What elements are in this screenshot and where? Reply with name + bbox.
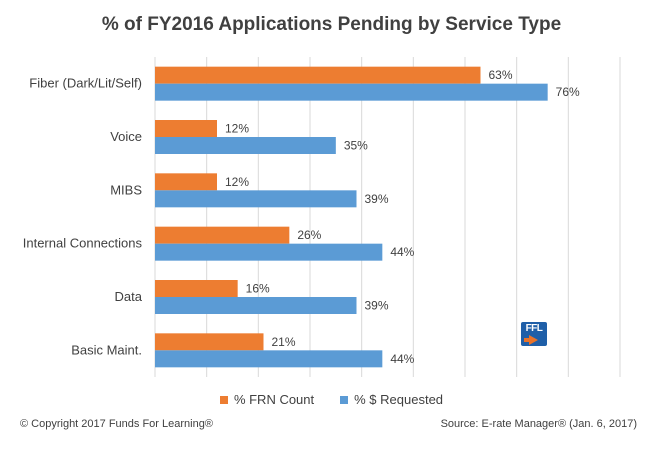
category-label: Fiber (Dark/Lit/Self) (29, 76, 142, 91)
ffl-logo-icon: FFL (521, 322, 547, 346)
data-label: 21% (272, 335, 296, 349)
category-label: Internal Connections (23, 236, 143, 251)
bar-frn-count (155, 173, 217, 191)
data-label: 12% (225, 175, 249, 189)
source-text: Source: E-rate Manager® (Jan. 6, 2017) (440, 418, 637, 430)
data-label: 16% (246, 282, 270, 296)
copyright-text: © Copyright 2017 Funds For Learning® (20, 418, 213, 430)
bar-requested (155, 83, 548, 101)
bar-frn-count (155, 226, 290, 244)
bar-requested (155, 137, 336, 154)
bar-frn-count (155, 66, 481, 84)
data-label: 39% (365, 192, 389, 206)
bar-requested (155, 243, 383, 261)
data-label: 35% (344, 139, 368, 153)
data-label: 12% (225, 122, 249, 136)
bar-frn-count (155, 120, 217, 137)
bar-frn-count (155, 333, 264, 351)
bar-frn-count (155, 280, 238, 297)
data-label: 26% (297, 228, 321, 242)
data-label: 63% (489, 68, 513, 82)
bar-requested (155, 350, 383, 368)
chart-title: % of FY2016 Applications Pending by Serv… (101, 14, 562, 35)
bar-requested (155, 190, 357, 208)
legend-label-frn: % FRN Count (233, 392, 315, 407)
legend-label-requested: % $ Requested (354, 392, 444, 407)
data-label: 44% (390, 245, 414, 259)
data-label: 44% (390, 352, 414, 366)
data-label: 76% (556, 85, 580, 99)
bar-requested (155, 297, 357, 314)
category-label: MIBS (110, 182, 142, 197)
category-label: Data (115, 289, 143, 304)
chart-legend: % FRN Count % $ Requested (0, 392, 663, 407)
logo-text: FFL (525, 323, 543, 334)
legend-item-requested: % $ Requested (340, 392, 443, 407)
legend-swatch-requested (340, 395, 349, 404)
legend-item-frn: % FRN Count (219, 392, 315, 407)
bar-chart: Fiber (Dark/Lit/Self) 63% 76% Voice 12% 35% MI… (23, 57, 621, 377)
category-label: Basic Maint. (71, 342, 142, 357)
data-label: 39% (365, 299, 389, 313)
category-label: Voice (110, 129, 142, 144)
legend-swatch-frn (219, 395, 228, 404)
